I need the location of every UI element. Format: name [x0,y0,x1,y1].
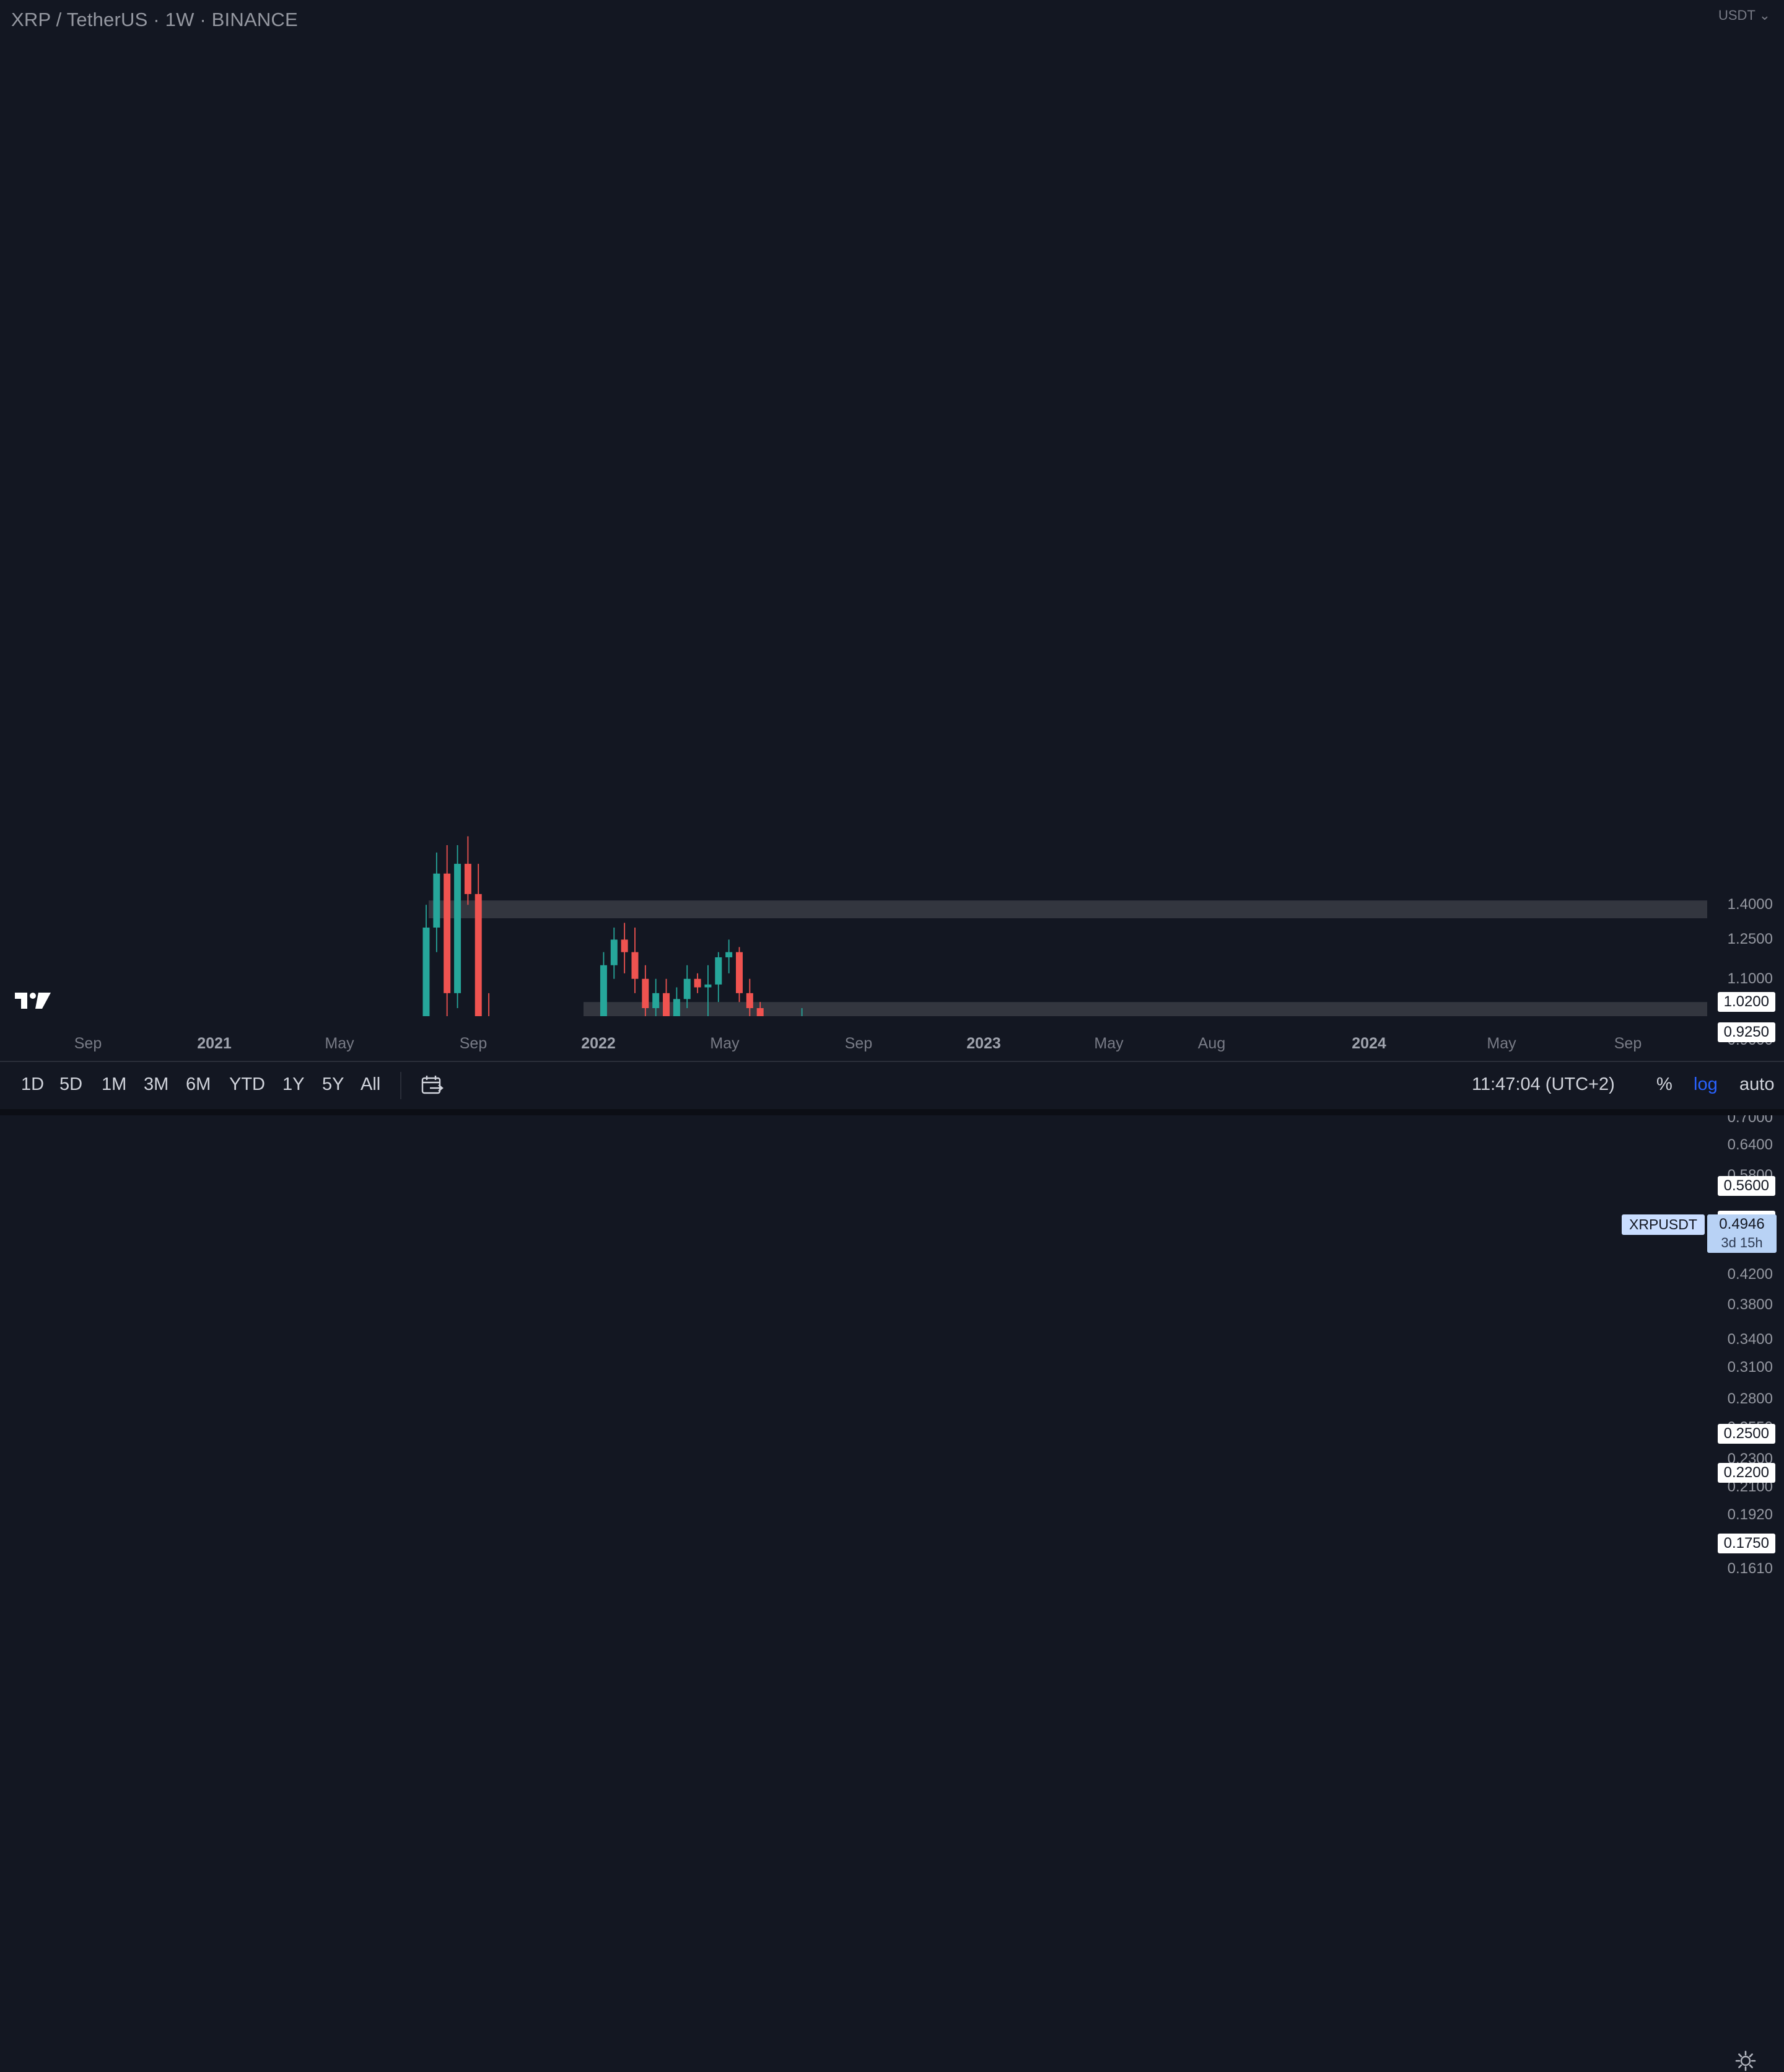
time-axis-label: Sep [459,1035,488,1052]
candle-body [444,873,451,993]
range-1y-button[interactable]: 1Y [279,1074,308,1095]
candle-body [642,978,649,1008]
price-tick-label: 0.3800 [1727,1296,1773,1314]
candle-body [621,939,628,952]
range-all-button[interactable]: All [357,1074,384,1095]
bottom-toolbar: 1D 5D 1M 3M 6M YTD 1Y 5Y All 11:47:04 (U… [0,1061,1784,1110]
price-tick-label: 1.1000 [1727,970,1773,987]
candle-body [673,999,680,1016]
candle-body [756,1008,764,1016]
range-5d-button[interactable]: 5D [56,1074,86,1095]
price-level-label: 0.2500 [1717,1423,1775,1444]
candle-body [433,873,440,928]
range-3m-button[interactable]: 3M [140,1074,172,1095]
time-axis-label: 2022 [581,1035,616,1052]
time-axis-label: May [1094,1035,1124,1052]
price-tick-label: 0.6400 [1727,1136,1773,1154]
candlestick-chart[interactable] [0,0,1707,1016]
time-axis-label: May [1487,1035,1516,1052]
price-tick-label: 0.1610 [1727,1560,1773,1577]
time-axis-label: Sep [74,1035,102,1052]
settings-gear-icon[interactable] [1734,2050,1757,2072]
range-5y-button[interactable]: 5Y [318,1074,348,1095]
candle-body [600,965,607,1016]
candle-body [736,952,743,993]
price-tick-label: 0.3400 [1727,1330,1773,1348]
toolbar-divider [400,1072,401,1099]
time-axis-label: 2023 [966,1035,1001,1052]
last-price-label: 0.4946 3d 15h [1707,1214,1777,1253]
candle-body [422,927,430,1016]
price-level-label: 1.0200 [1717,992,1775,1012]
price-tick-label: 1.2500 [1727,931,1773,948]
time-axis-label: 2021 [197,1035,232,1052]
price-axis[interactable]: USDT ⌄ 1.40001.25001.10000.90000.80000.7… [1707,0,1784,1577]
time-axis-label: Sep [844,1035,873,1052]
range-ytd-button[interactable]: YTD [225,1074,269,1095]
range-1d-button[interactable]: 1D [17,1074,48,1095]
time-axis-label: May [325,1035,354,1052]
time-axis-label: Sep [1614,1035,1642,1052]
range-1m-button[interactable]: 1M [98,1074,130,1095]
percent-scale-button[interactable]: % [1656,1074,1672,1094]
price-level-label: 0.1750 [1717,1533,1775,1553]
candle-body [725,952,733,957]
candle-body [652,993,660,1008]
candle-body [474,893,482,1016]
price-tick-label: 0.3100 [1727,1359,1773,1376]
price-level-label: 0.9250 [1717,1022,1775,1042]
auto-scale-button[interactable]: auto [1739,1074,1775,1094]
candle-body [704,984,712,988]
symbol-title[interactable]: XRP / TetherUS · 1W · BINANCE [11,9,298,30]
candle-body [663,993,670,1016]
price-level-label: 0.2200 [1717,1463,1775,1483]
candle-body [694,978,701,988]
price-tick-label: 0.1920 [1727,1506,1773,1523]
chart-pane[interactable]: XRP / TetherUS · 1W · BINANCE [0,0,1707,1016]
price-tick-label: 1.4000 [1727,896,1773,913]
candle-body [683,978,691,999]
time-axis-label: Aug [1197,1035,1226,1052]
price-level-label: 0.5600 [1717,1176,1775,1196]
support-resistance-zone [429,900,1707,918]
tradingview-logo-icon[interactable] [14,990,52,1011]
time-axis-label: 2024 [1352,1035,1386,1052]
currency-dropdown[interactable]: USDT ⌄ [1718,7,1770,23]
calendar-go-to-icon[interactable] [420,1074,445,1097]
bar-countdown: 3d 15h [1721,1234,1763,1250]
support-resistance-zone [584,1002,1707,1016]
symbol-tag: XRPUSDT [1622,1214,1705,1235]
last-price-value: 0.4946 [1719,1215,1765,1232]
candle-body [454,864,461,993]
time-axis-label: May [710,1035,740,1052]
range-6m-button[interactable]: 6M [182,1074,214,1095]
candle-body [464,864,471,894]
candle-body [715,957,722,985]
clock-timezone[interactable]: 11:47:04 (UTC+2) [1472,1074,1615,1094]
candle-body [631,952,639,979]
price-tick-label: 0.4200 [1727,1265,1773,1283]
window-bottom-edge [0,1109,1784,1115]
candle-body [610,939,618,965]
time-axis[interactable]: Sep 2021 May Sep 2022 May Sep 2023 May Aug 2024 May… [0,1016,1784,2071]
price-tick-label: 0.2800 [1727,1390,1773,1407]
log-scale-button[interactable]: log [1694,1074,1718,1094]
candle-body [746,993,753,1008]
